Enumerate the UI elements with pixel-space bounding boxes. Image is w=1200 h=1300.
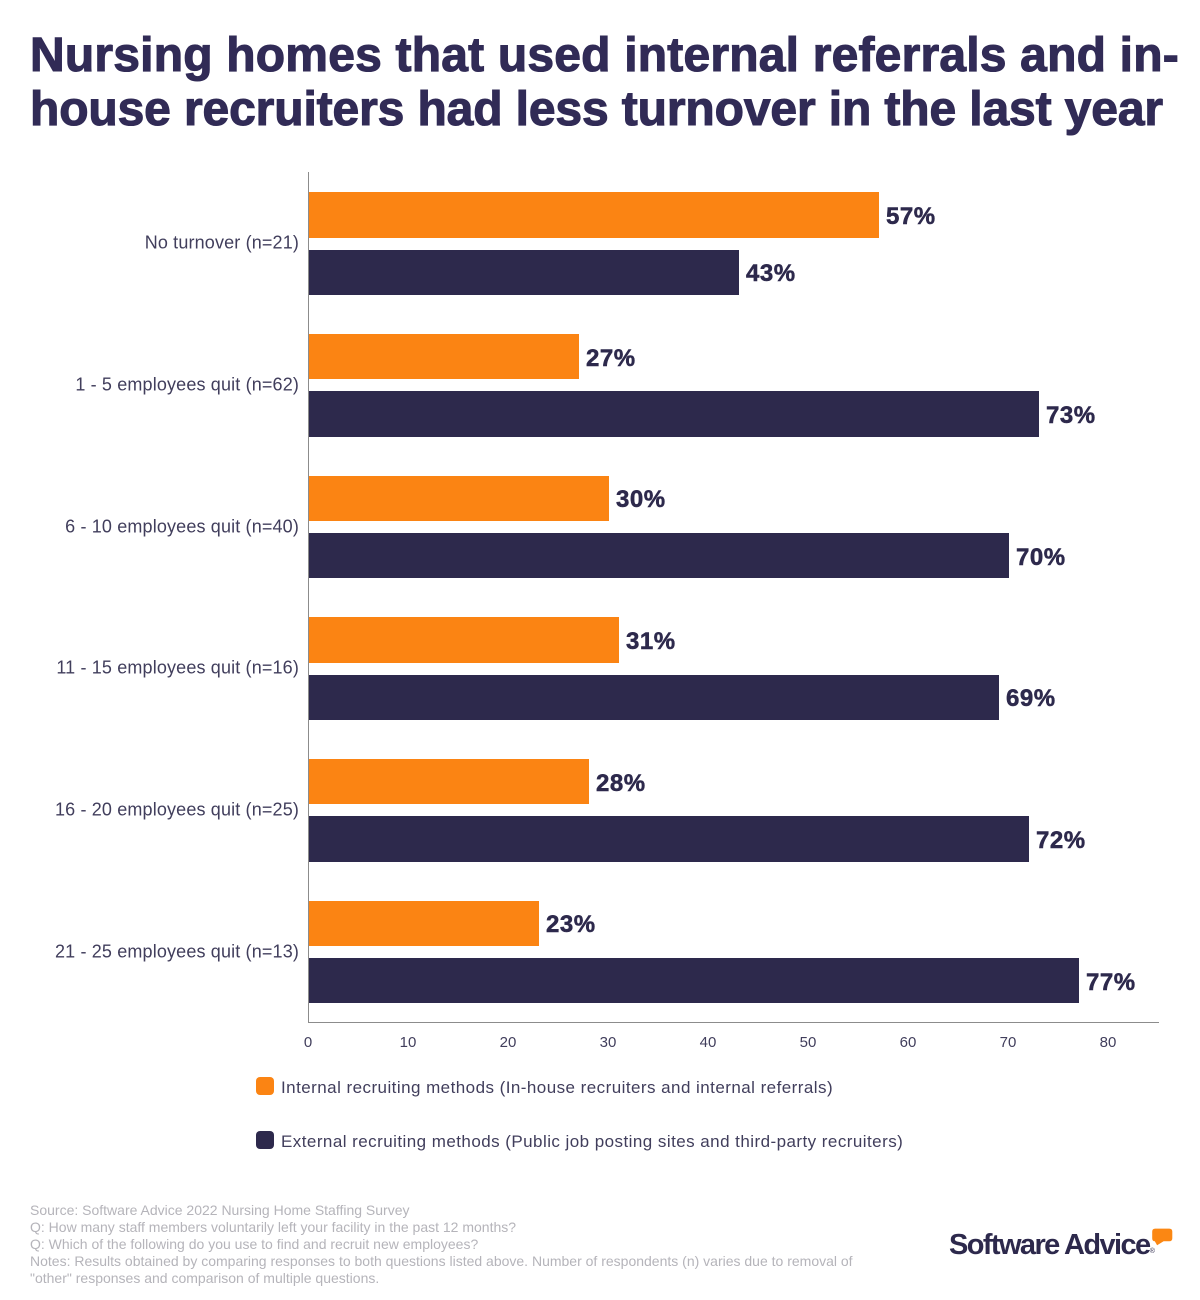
svg-text:®: ® <box>1150 1247 1156 1255</box>
svg-text:Software Advice: Software Advice <box>949 1229 1151 1261</box>
